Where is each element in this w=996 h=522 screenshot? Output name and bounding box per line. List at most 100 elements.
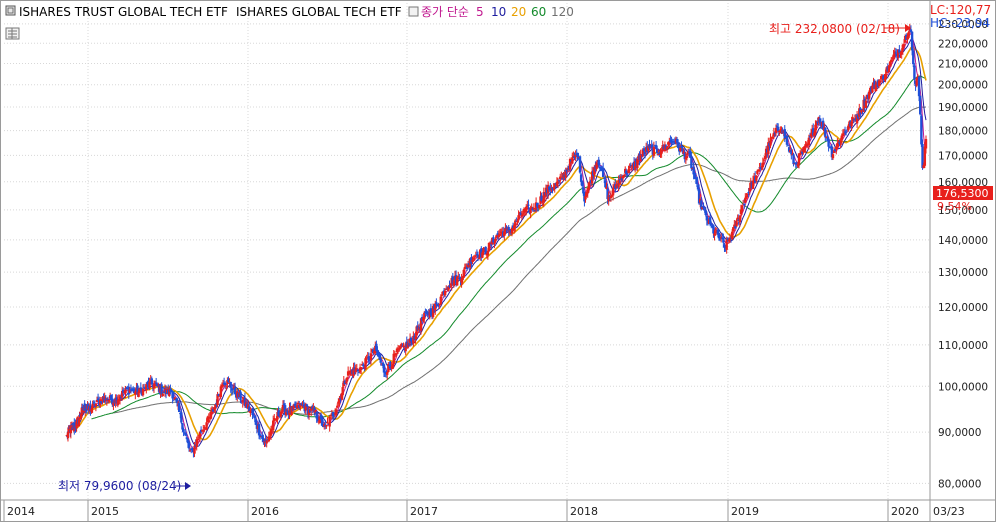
candle (559, 173, 562, 184)
candle (457, 271, 460, 281)
candle (776, 123, 780, 134)
candle (519, 208, 522, 217)
candle (265, 436, 268, 448)
ma-type-label: 종가 단순 (421, 5, 469, 19)
ma-period-10[interactable]: 10 (491, 5, 506, 19)
current-price-label: 176,5300 (936, 187, 989, 200)
candle (695, 176, 699, 187)
candle (482, 247, 485, 256)
candle (824, 127, 827, 142)
current-change-label: 9,54% (937, 200, 972, 213)
candle (605, 182, 608, 190)
candle (769, 133, 772, 149)
candle (180, 408, 183, 425)
candle (887, 64, 891, 73)
candle (170, 388, 173, 392)
candle (118, 394, 122, 405)
candle (332, 412, 336, 419)
y-tick-label: 160,0000 (938, 177, 988, 189)
candle (652, 141, 656, 158)
y-tick-label: 210,0000 (938, 58, 988, 70)
candle (214, 404, 217, 414)
candle (556, 177, 560, 189)
candle (909, 25, 913, 33)
candle (882, 74, 885, 84)
candle (336, 403, 339, 409)
hc-readout: HC:-23,94 (930, 16, 990, 30)
y-tick-label: 180,0000 (938, 126, 988, 138)
y-tick-label: 100,0000 (938, 381, 988, 393)
candle (578, 155, 582, 174)
candle (66, 430, 70, 442)
candle (400, 342, 403, 348)
candle (890, 57, 893, 67)
candle (104, 394, 107, 405)
candle (639, 149, 642, 163)
y-tick-label: 190,0000 (938, 102, 988, 114)
candle (196, 434, 200, 444)
candle (227, 376, 230, 383)
candle (665, 146, 669, 153)
ma-period-120[interactable]: 120 (551, 5, 574, 19)
candle (617, 175, 620, 192)
candle (607, 191, 610, 206)
x-tick-label: 2017 (410, 505, 438, 518)
candle (683, 148, 686, 163)
candle (476, 251, 480, 262)
candle (293, 401, 297, 407)
candle (231, 384, 235, 395)
ma-period-5[interactable]: 5 (476, 5, 484, 19)
candle (331, 412, 335, 421)
candle (783, 125, 786, 142)
candle (841, 129, 845, 139)
candle (668, 137, 671, 148)
candle (516, 218, 519, 226)
candle (538, 204, 541, 209)
high-annotation: 최고 232,0800 (02/18) (769, 22, 900, 36)
candle (100, 400, 103, 405)
candle (560, 171, 563, 179)
candle (452, 279, 456, 288)
candle (702, 202, 705, 211)
candle (394, 353, 398, 358)
candle (648, 139, 651, 150)
candle (120, 386, 124, 401)
ma-period-20[interactable]: 20 (511, 5, 526, 19)
candle (827, 136, 830, 152)
candle (740, 204, 744, 216)
y-tick-label: 80,0000 (938, 478, 981, 490)
y-tick-label: 110,0000 (938, 340, 988, 352)
candle (84, 405, 87, 417)
candle (269, 425, 273, 440)
candle (402, 342, 405, 349)
candle (604, 175, 607, 189)
candle (642, 146, 646, 157)
high-arrow-icon (905, 24, 911, 32)
candle (654, 141, 658, 150)
candle (913, 63, 916, 84)
candle (767, 137, 770, 159)
y-tick-label: 220,0000 (938, 38, 988, 50)
candle (557, 179, 561, 185)
y-tick-label: 140,0000 (938, 235, 988, 247)
menu-icon[interactable] (5, 5, 16, 16)
x-tick-label: 2018 (570, 505, 598, 518)
candle (382, 363, 386, 378)
candle (439, 294, 442, 306)
candle (656, 145, 659, 156)
candle (249, 407, 252, 417)
candle (229, 381, 232, 393)
ma-period-60[interactable]: 60 (531, 5, 546, 19)
candle (576, 152, 580, 161)
candle (334, 407, 338, 417)
candle (283, 402, 287, 418)
candle (94, 402, 98, 412)
x-tick-label: 2014 (7, 505, 35, 518)
y-tick-label: 90,0000 (938, 427, 981, 439)
candle (386, 371, 389, 380)
candle (81, 403, 84, 408)
y-tick-label: 230,0000 (938, 19, 988, 31)
candle (96, 393, 100, 401)
